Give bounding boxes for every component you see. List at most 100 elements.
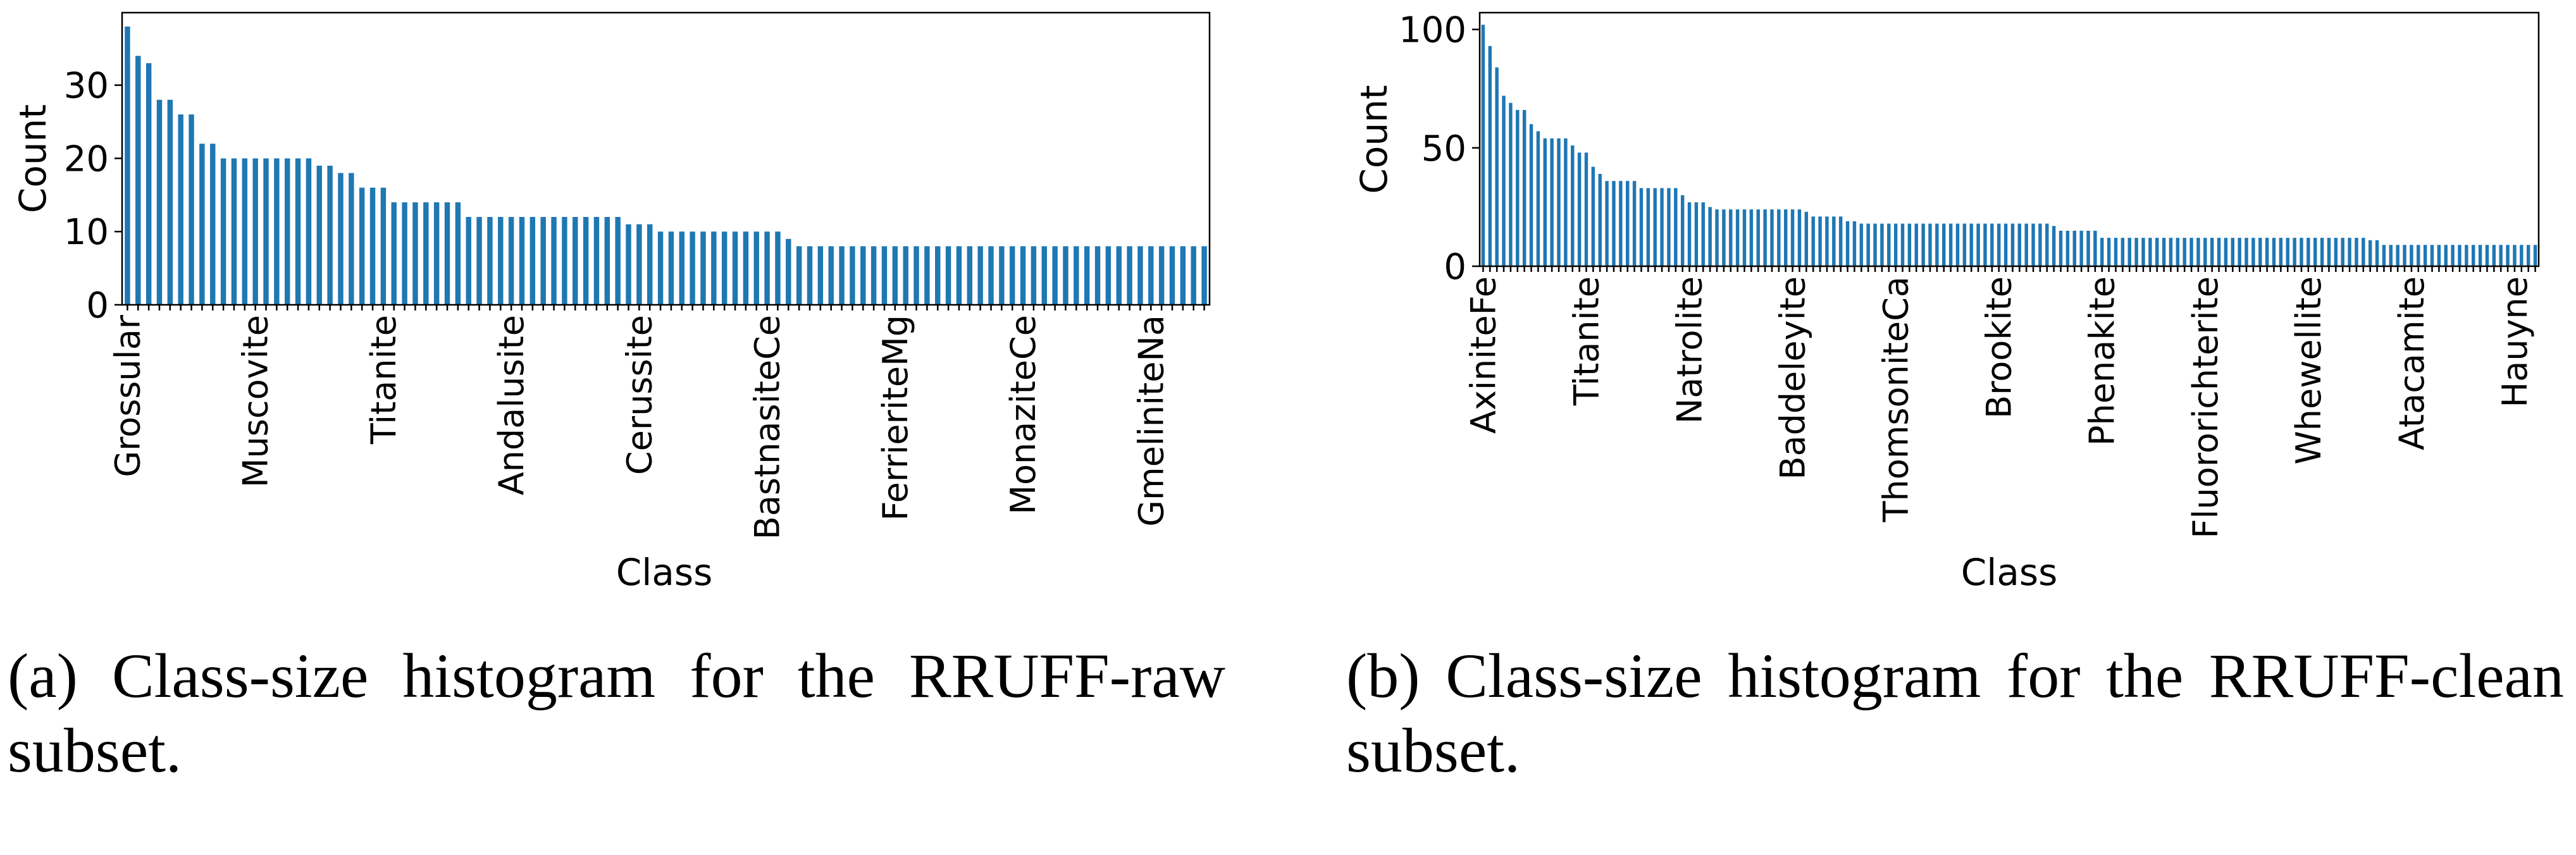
bar xyxy=(1571,145,1575,266)
x-tick-label: Titanite xyxy=(364,315,404,445)
bar xyxy=(2210,238,2214,266)
bar xyxy=(1591,166,1595,266)
bar xyxy=(167,99,173,305)
bar xyxy=(2086,230,2090,266)
bar xyxy=(2492,245,2496,266)
bar xyxy=(2451,245,2455,266)
bar xyxy=(1756,209,1760,266)
bar xyxy=(2520,245,2523,266)
x-tick-label: Titanite xyxy=(1566,276,1606,406)
bar xyxy=(775,231,781,305)
bar xyxy=(2183,238,2186,266)
bar xyxy=(455,202,461,305)
bar xyxy=(1832,216,1836,266)
bar xyxy=(1201,246,1207,305)
bar xyxy=(1722,209,1726,266)
bar xyxy=(817,246,824,305)
bar xyxy=(2169,238,2173,266)
bar xyxy=(2079,230,2083,266)
bar xyxy=(2423,245,2427,266)
x-tick-label: Natrolite xyxy=(1670,276,1710,424)
bar xyxy=(380,187,387,305)
bar xyxy=(860,246,866,305)
bar xyxy=(1639,188,1644,266)
bar xyxy=(1935,223,1939,266)
bar xyxy=(2100,238,2104,266)
bar xyxy=(1859,223,1864,266)
caption-a: (a) Class-size histogram for the RRUFF-r… xyxy=(8,641,1225,785)
y-tick-label: 30 xyxy=(64,66,109,107)
bar xyxy=(2368,240,2372,266)
bar xyxy=(807,246,813,305)
bar xyxy=(2127,238,2131,266)
bar xyxy=(1729,209,1733,266)
bar xyxy=(1687,202,1692,266)
bar xyxy=(252,158,258,305)
bar xyxy=(2010,223,2015,266)
bar xyxy=(2334,238,2338,266)
bar xyxy=(1880,223,1884,266)
bar xyxy=(2375,240,2379,266)
bar xyxy=(1605,181,1609,266)
bar xyxy=(2224,238,2228,266)
bar xyxy=(1735,209,1740,266)
bar xyxy=(1680,195,1685,266)
bar xyxy=(2458,245,2461,266)
bar xyxy=(1180,246,1186,305)
bar xyxy=(1564,138,1568,266)
bar xyxy=(2513,245,2517,266)
bar xyxy=(1632,181,1637,266)
bar xyxy=(391,202,397,305)
bar xyxy=(2382,245,2386,266)
bar xyxy=(999,246,1005,305)
bar xyxy=(1997,223,2001,266)
y-tick-label: 20 xyxy=(64,138,109,180)
bar xyxy=(2307,238,2310,266)
bar xyxy=(1158,246,1165,305)
bar xyxy=(2196,238,2200,266)
bar xyxy=(2485,245,2489,266)
bar xyxy=(2134,238,2138,266)
bar xyxy=(1674,188,1678,266)
bar xyxy=(1770,209,1774,266)
bar xyxy=(1529,124,1533,266)
bar xyxy=(1619,181,1623,266)
x-tick-label: Hauyne xyxy=(2495,276,2535,407)
bar xyxy=(1052,246,1058,305)
bar xyxy=(2038,223,2042,266)
bar xyxy=(210,144,216,305)
bar xyxy=(263,158,269,305)
bar xyxy=(1063,246,1068,305)
bar xyxy=(2396,245,2400,266)
bar xyxy=(1577,152,1582,266)
bar xyxy=(2189,238,2193,266)
bar xyxy=(359,187,365,305)
y-tick-label: 10 xyxy=(64,212,109,253)
bar xyxy=(1495,67,1499,266)
bar xyxy=(1921,223,1925,266)
bar xyxy=(1031,246,1037,305)
bar xyxy=(764,231,770,305)
bar xyxy=(647,224,653,305)
bar xyxy=(423,202,429,305)
bar xyxy=(1873,223,1877,266)
bar xyxy=(2148,238,2152,266)
bar xyxy=(839,246,845,305)
bar xyxy=(1887,223,1891,266)
bar xyxy=(1811,216,1815,266)
x-tick-label: AxiniteFe xyxy=(1463,276,1503,434)
bar xyxy=(189,114,194,305)
x-tick-label: Phenakite xyxy=(2083,276,2122,446)
bar xyxy=(2506,245,2510,266)
bar xyxy=(2348,238,2351,266)
bar xyxy=(231,158,237,305)
bar xyxy=(743,231,749,305)
plot-frame xyxy=(1478,11,2540,268)
bar xyxy=(2526,245,2530,266)
bar xyxy=(786,238,791,305)
bar xyxy=(657,231,664,305)
bar xyxy=(1625,181,1630,266)
bar xyxy=(2231,238,2234,266)
bar xyxy=(2286,238,2289,266)
bar xyxy=(2362,238,2365,266)
